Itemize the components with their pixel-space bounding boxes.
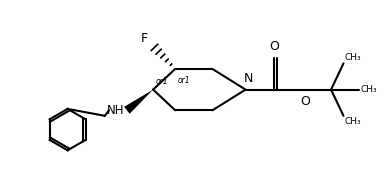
Text: or1: or1 xyxy=(178,76,191,85)
Text: NH: NH xyxy=(107,104,124,117)
Text: CH₃: CH₃ xyxy=(360,85,377,94)
Text: O: O xyxy=(269,40,279,53)
Text: F: F xyxy=(140,32,147,45)
Text: N: N xyxy=(244,72,254,85)
Text: CH₃: CH₃ xyxy=(345,117,361,126)
Text: CH₃: CH₃ xyxy=(345,53,361,62)
Text: or1: or1 xyxy=(156,77,168,86)
Polygon shape xyxy=(124,90,153,114)
Text: O: O xyxy=(300,95,310,108)
